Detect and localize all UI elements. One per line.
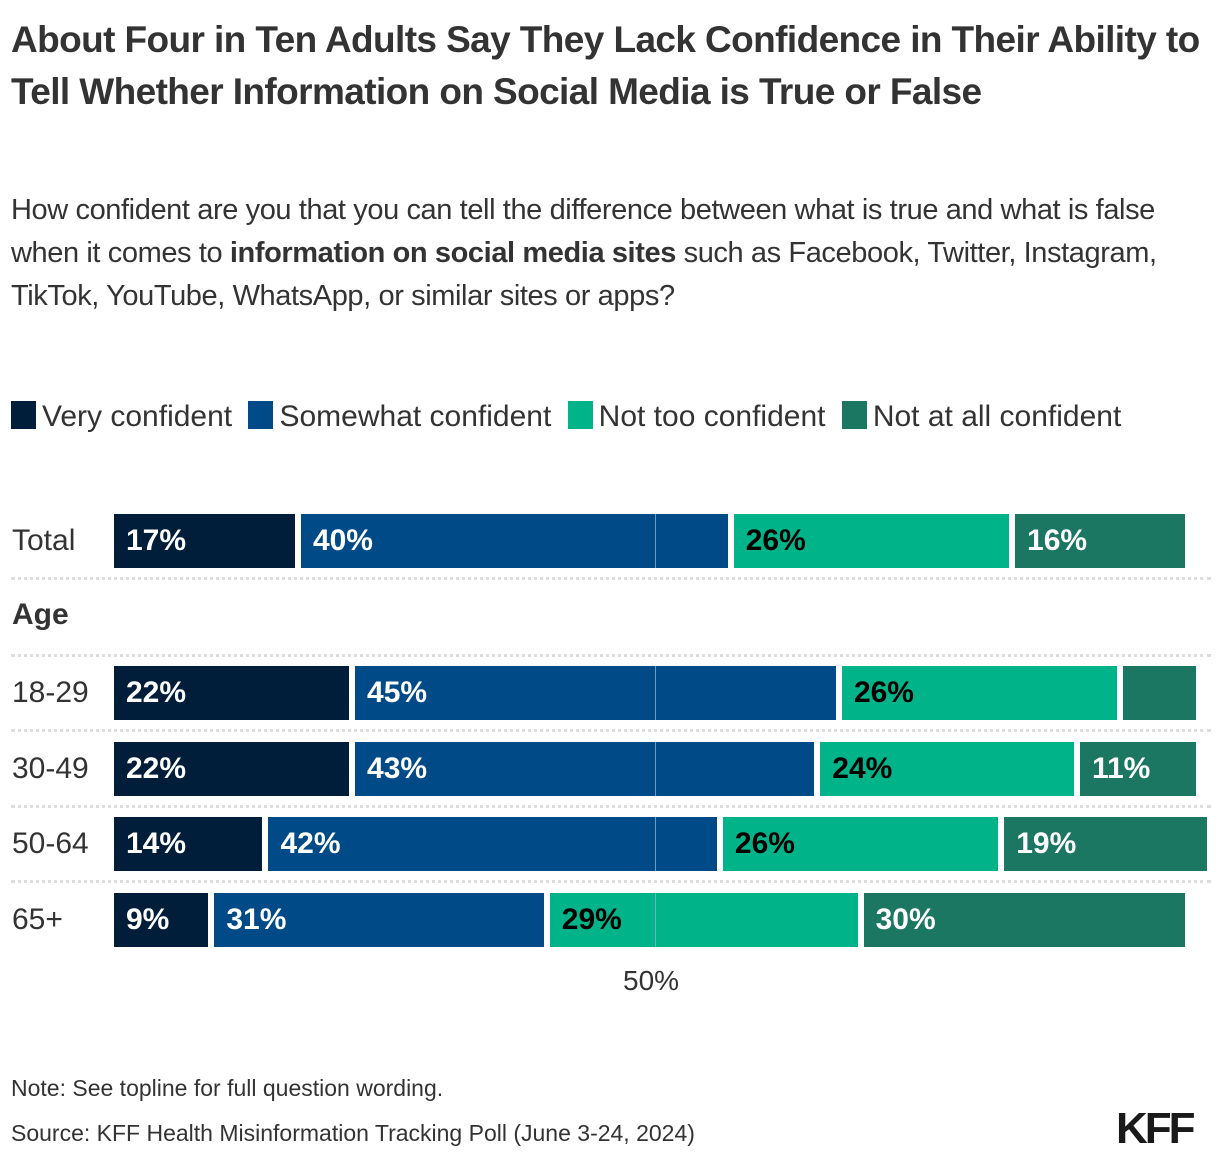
- data-label: 24%: [832, 752, 893, 785]
- data-label: 43%: [367, 752, 428, 785]
- reference-line-50: [655, 514, 656, 568]
- row-divider: [11, 805, 1211, 808]
- legend-label: Somewhat confident: [279, 400, 552, 433]
- legend-item-somewhat-confident[interactable]: Somewhat confident: [248, 400, 551, 433]
- bar-segment-not-too-confident[interactable]: [549, 893, 858, 947]
- data-label: 26%: [734, 827, 795, 860]
- legend-item-very-confident[interactable]: Very confident: [11, 400, 232, 433]
- row-divider: [11, 577, 1211, 580]
- data-label: 31%: [226, 903, 287, 936]
- data-label: 9%: [126, 903, 170, 936]
- reference-line-50: [655, 666, 656, 720]
- row-divider: [11, 729, 1211, 732]
- legend-label: Very confident: [42, 400, 233, 433]
- bar-segment-very-confident[interactable]: [114, 893, 209, 947]
- data-label: 42%: [280, 827, 341, 860]
- bar-segment-somewhat-confident[interactable]: [355, 666, 836, 720]
- row-label: 50-64: [12, 827, 89, 860]
- bar-segment-not-too-confident[interactable]: [722, 817, 999, 871]
- bar-segment-very-confident[interactable]: [114, 514, 295, 568]
- bar-segment-not-at-all-confident[interactable]: [863, 893, 1186, 947]
- bar-segment-somewhat-confident[interactable]: [268, 817, 717, 871]
- reference-line-50: [655, 742, 656, 796]
- legend-label: Not at all confident: [872, 400, 1122, 433]
- data-label: 40%: [312, 524, 373, 557]
- subtitle-text-1: How confident are you that you can tell …: [11, 194, 1155, 269]
- data-label: 22%: [126, 676, 187, 709]
- bar-segment-not-at-all-confident[interactable]: [1123, 666, 1196, 720]
- bar-segment-very-confident[interactable]: [114, 817, 263, 871]
- kff-logo: KFF: [1116, 1104, 1196, 1153]
- chart-title: About Four in Ten Adults Say They Lack C…: [11, 19, 1200, 112]
- data-label: 11%: [1091, 752, 1151, 785]
- row-label: 65+: [12, 903, 63, 936]
- reference-line-50: [655, 817, 656, 871]
- group-label-age: Age: [12, 598, 69, 631]
- subtitle-bold-text: information on social media sites: [229, 237, 676, 269]
- bar-segment-not-at-all-confident[interactable]: [1079, 742, 1196, 796]
- bar-segment-not-too-confident[interactable]: [841, 666, 1118, 720]
- bar-segment-not-at-all-confident[interactable]: [1015, 514, 1186, 568]
- reference-line-label: 50%: [623, 965, 680, 996]
- legend-item-not-too-confident[interactable]: Not too confident: [567, 400, 826, 433]
- bar-segment-not-too-confident[interactable]: [733, 514, 1010, 568]
- data-label: 30%: [875, 903, 936, 936]
- subtitle-text-2: such as Facebook, Twitter, Instagram, Ti…: [11, 237, 1157, 312]
- data-label: 29%: [561, 903, 622, 936]
- legend-item-not-at-all-confident[interactable]: Not at all confident: [841, 400, 1122, 433]
- row-label: 30-49: [12, 752, 89, 785]
- data-label: 19%: [1016, 827, 1077, 860]
- bar-segment-somewhat-confident[interactable]: [300, 514, 728, 568]
- bar-segment-somewhat-confident[interactable]: [214, 893, 544, 947]
- legend-label: Not too confident: [598, 400, 826, 433]
- row-divider: [11, 880, 1211, 883]
- source: Source: KFF Health Misinformation Tracki…: [11, 1120, 695, 1146]
- note: Note: See topline for full question word…: [11, 1075, 444, 1101]
- legend-swatch: [248, 401, 274, 429]
- data-label: 45%: [367, 676, 428, 709]
- bar-segment-very-confident[interactable]: [114, 742, 350, 796]
- data-label: 26%: [745, 524, 806, 557]
- legend-swatch: [841, 401, 867, 429]
- row-label: Total: [12, 524, 76, 557]
- data-label: 16%: [1027, 524, 1088, 557]
- legend-swatch: [567, 401, 593, 429]
- data-label: 14%: [126, 827, 187, 860]
- data-label: 17%: [126, 524, 187, 557]
- legend: Very confident Somewhat confident Not to…: [11, 390, 1191, 444]
- row-label: 18-29: [12, 676, 89, 709]
- bar-segment-very-confident[interactable]: [114, 666, 350, 720]
- bar-segment-somewhat-confident[interactable]: [355, 742, 815, 796]
- bar-segment-not-too-confident[interactable]: [820, 742, 1074, 796]
- row-divider: [11, 654, 1211, 657]
- reference-line-50: [655, 893, 656, 947]
- data-label: 22%: [126, 752, 187, 785]
- bar-segment-not-at-all-confident[interactable]: [1004, 817, 1207, 871]
- chart-subtitle: How confident are you that you can tell …: [11, 189, 1211, 318]
- legend-swatch: [11, 401, 36, 429]
- data-label: 26%: [853, 676, 914, 709]
